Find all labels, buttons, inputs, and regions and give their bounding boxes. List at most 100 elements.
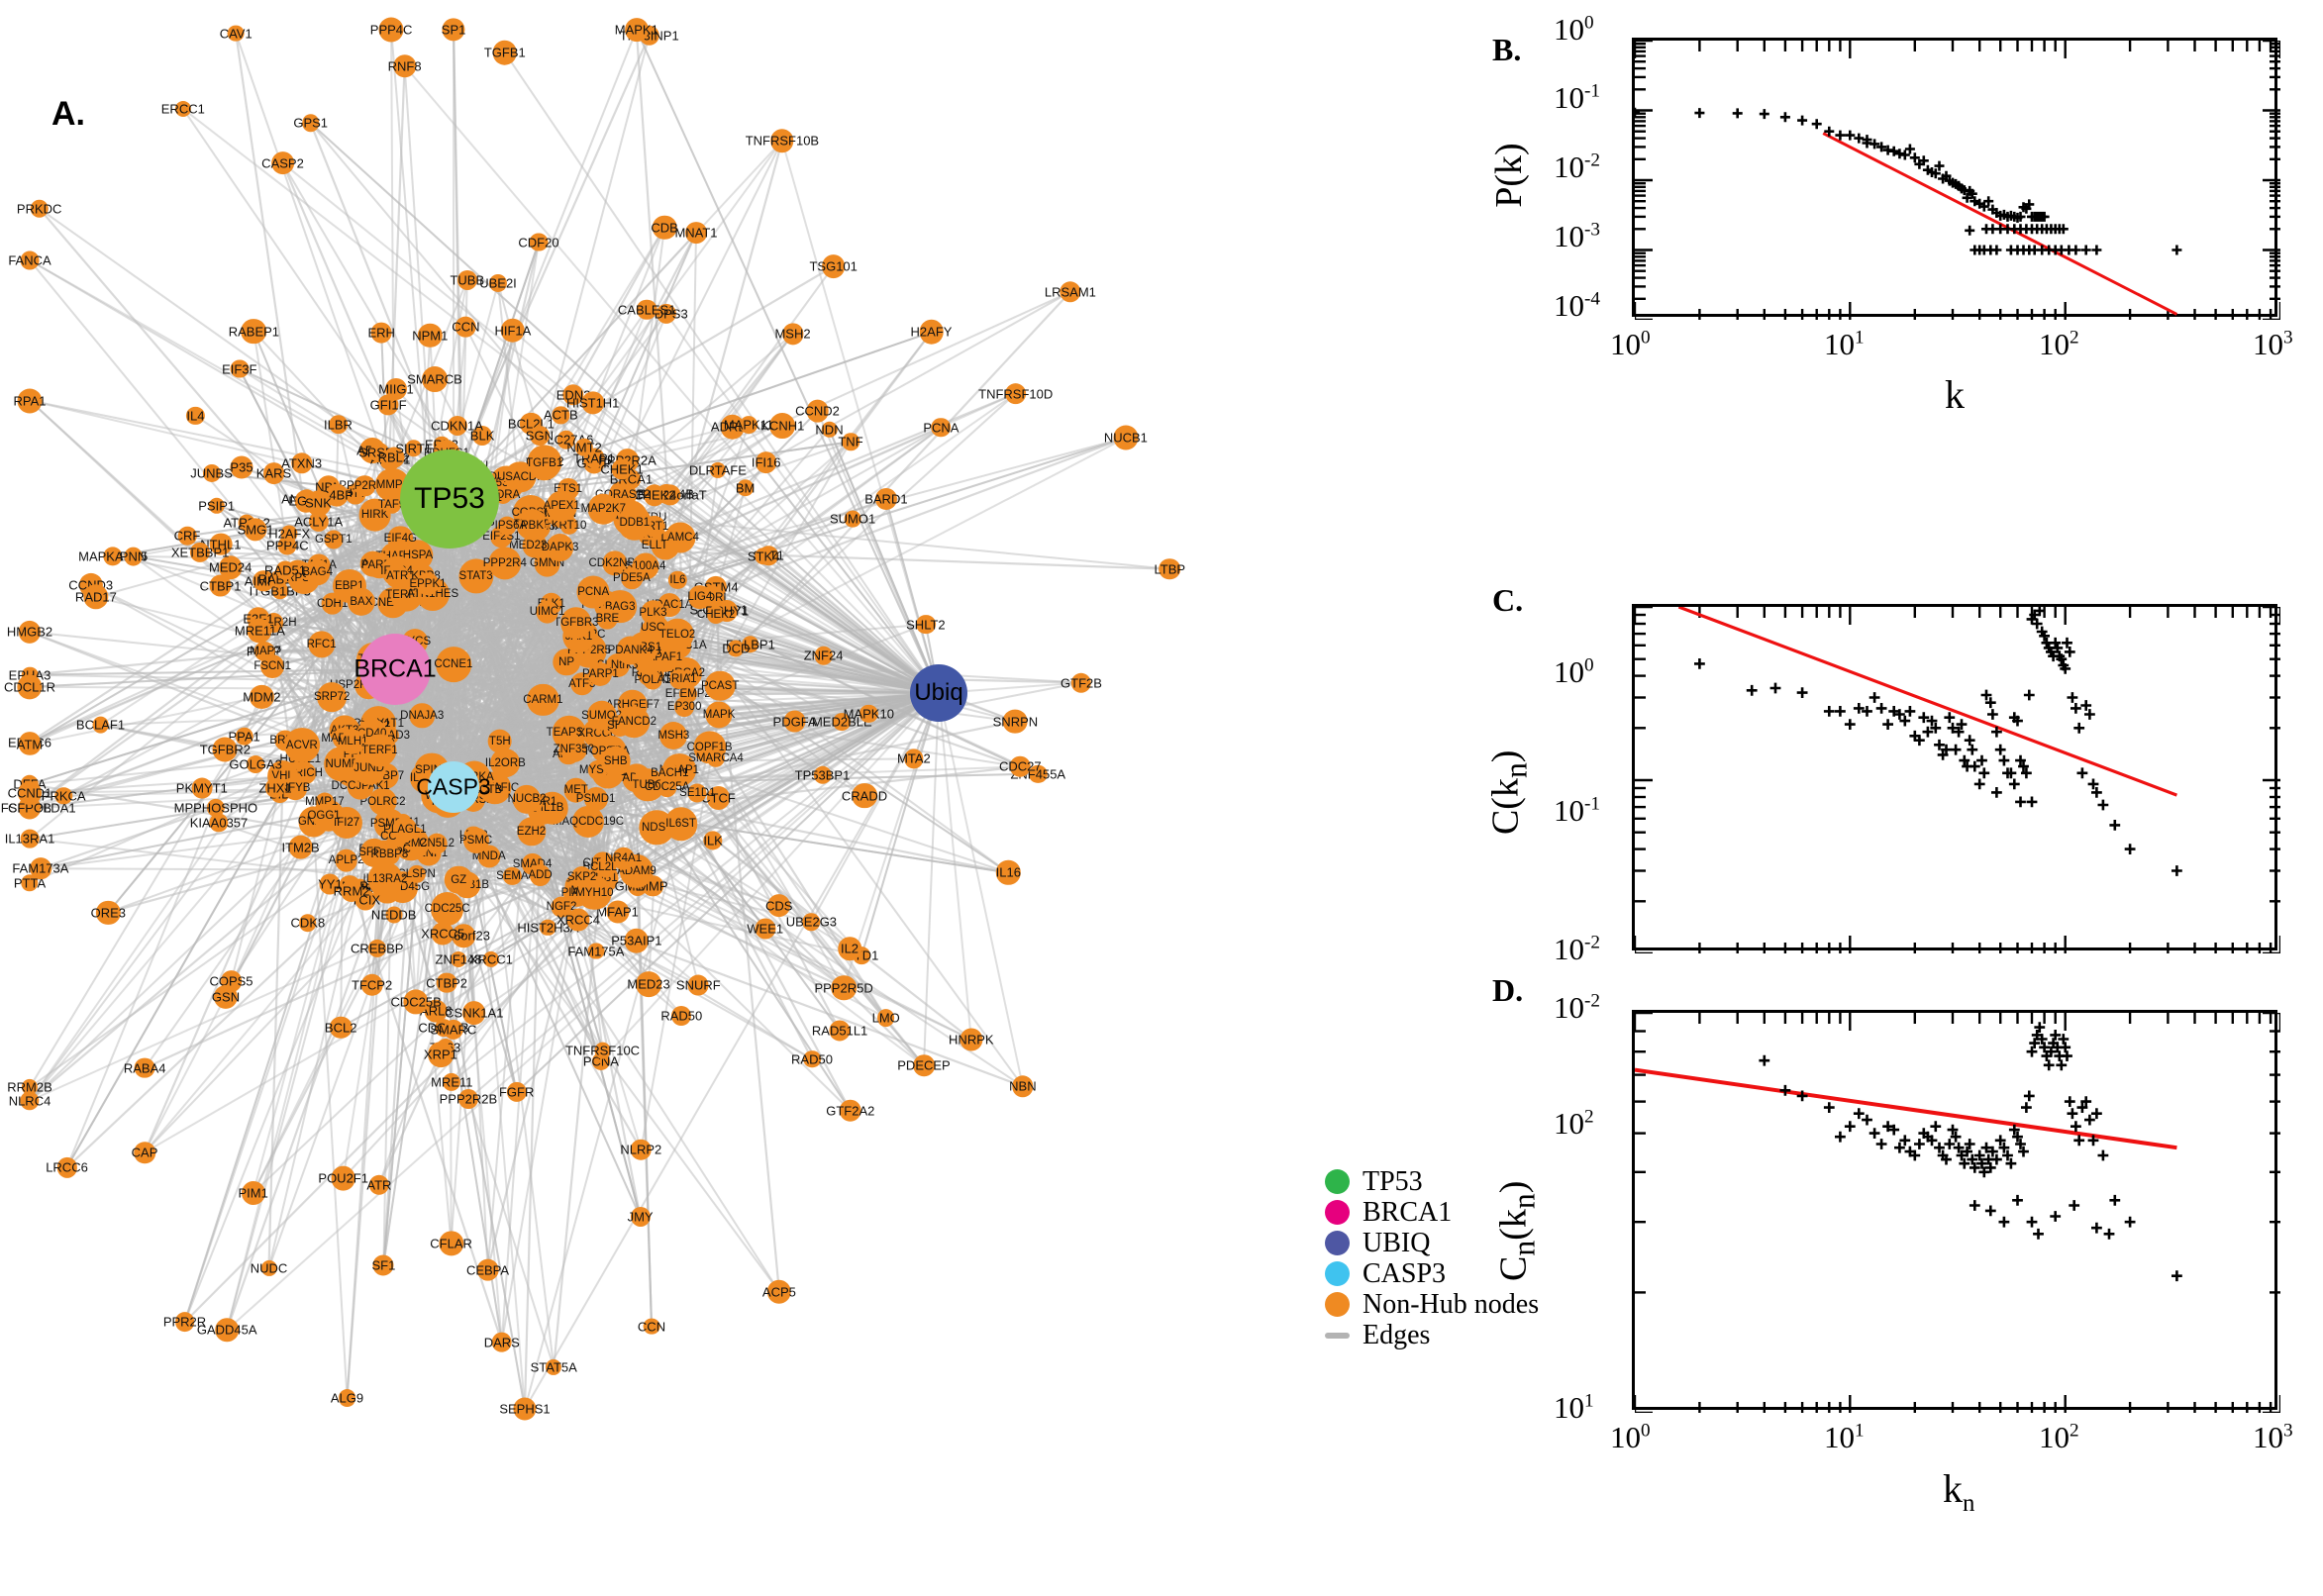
network-node[interactable] <box>529 425 550 446</box>
network-node[interactable] <box>264 777 286 798</box>
network-node[interactable] <box>304 559 331 585</box>
network-node[interactable] <box>1029 764 1048 783</box>
network-node[interactable] <box>706 786 731 811</box>
network-node[interactable] <box>669 669 690 690</box>
network-node[interactable] <box>595 856 617 878</box>
network-node[interactable] <box>134 1142 155 1163</box>
network-node[interactable] <box>392 53 417 78</box>
network-node[interactable] <box>838 937 861 961</box>
network-node[interactable] <box>852 782 877 809</box>
network-node[interactable] <box>362 733 397 767</box>
network-node[interactable] <box>594 1042 611 1059</box>
network-node[interactable] <box>562 384 584 406</box>
network-node[interactable] <box>209 813 229 833</box>
network-node[interactable] <box>416 572 440 596</box>
network-node[interactable] <box>227 25 245 42</box>
network-node[interactable] <box>770 129 794 152</box>
network-node[interactable] <box>270 150 295 175</box>
network-node[interactable] <box>103 547 123 566</box>
network-node[interactable] <box>656 777 677 798</box>
network-node[interactable] <box>235 727 253 746</box>
network-node[interactable] <box>755 547 772 565</box>
network-node[interactable] <box>177 526 197 546</box>
network-node[interactable] <box>21 874 39 892</box>
network-node[interactable] <box>241 318 267 345</box>
network-node[interactable] <box>308 511 329 532</box>
network-node[interactable] <box>552 406 569 424</box>
network-node[interactable] <box>462 828 489 854</box>
network-node[interactable] <box>687 974 709 996</box>
network-node[interactable] <box>383 447 405 468</box>
network-node[interactable] <box>876 1009 895 1027</box>
network-node[interactable] <box>260 654 285 679</box>
network-node[interactable] <box>551 896 572 918</box>
network-node[interactable] <box>833 712 852 731</box>
network-node[interactable] <box>255 642 275 660</box>
network-node[interactable] <box>18 780 42 805</box>
network-node[interactable] <box>663 807 698 841</box>
network-node[interactable] <box>209 574 233 597</box>
network-node[interactable] <box>360 973 383 997</box>
network-node[interactable] <box>230 359 250 378</box>
network-node[interactable] <box>571 805 605 838</box>
network-node[interactable] <box>1004 382 1027 405</box>
network-node[interactable] <box>611 458 633 480</box>
network-node[interactable] <box>829 1020 851 1042</box>
network-node[interactable] <box>230 455 253 479</box>
network-node[interactable] <box>624 18 649 42</box>
network-node[interactable] <box>664 522 696 552</box>
network-node[interactable] <box>630 1207 651 1228</box>
network-node[interactable] <box>404 440 423 457</box>
network-node[interactable] <box>704 670 736 701</box>
network-node[interactable] <box>540 919 556 937</box>
network-node[interactable] <box>643 1318 660 1336</box>
network-node[interactable] <box>329 1016 353 1039</box>
network-node[interactable] <box>570 865 593 888</box>
network-node[interactable] <box>755 450 777 473</box>
network-node[interactable] <box>583 786 608 811</box>
network-node[interactable] <box>340 729 365 754</box>
network-node[interactable] <box>631 1139 652 1160</box>
network-node[interactable] <box>492 40 518 65</box>
network-node[interactable] <box>488 546 522 580</box>
network-node[interactable] <box>687 783 707 803</box>
network-node[interactable] <box>96 900 121 925</box>
network-node[interactable] <box>190 542 211 562</box>
network-node[interactable] <box>512 785 542 814</box>
network-node[interactable] <box>652 215 677 240</box>
network-node[interactable] <box>766 893 791 918</box>
network-node[interactable] <box>519 512 546 540</box>
network-node[interactable] <box>422 366 448 392</box>
network-node[interactable] <box>618 706 651 739</box>
network-node[interactable] <box>447 416 467 437</box>
network-node[interactable] <box>491 1332 513 1353</box>
network-node[interactable] <box>529 863 552 886</box>
network-node[interactable] <box>209 533 233 556</box>
network-node[interactable] <box>668 570 687 589</box>
network-node[interactable] <box>588 493 619 525</box>
network-node[interactable] <box>456 269 477 290</box>
network-node[interactable] <box>134 1057 155 1079</box>
network-node[interactable] <box>450 951 467 968</box>
network-node[interactable] <box>403 989 429 1015</box>
network-node[interactable] <box>191 777 213 799</box>
network-node[interactable] <box>335 848 358 872</box>
network-node[interactable] <box>736 479 755 497</box>
network-node[interactable] <box>931 418 952 438</box>
network-node[interactable] <box>831 974 857 1001</box>
network-node[interactable] <box>476 1258 499 1282</box>
network-node[interactable] <box>674 696 695 717</box>
network-node[interactable] <box>328 414 349 435</box>
network-node[interactable] <box>20 250 40 270</box>
network-node[interactable] <box>92 716 109 734</box>
network-node[interactable] <box>506 1082 527 1103</box>
network-node[interactable] <box>527 684 559 717</box>
hub-node-casp3[interactable] <box>428 761 479 813</box>
network-node[interactable] <box>378 843 401 865</box>
network-node[interactable] <box>455 316 476 338</box>
network-node[interactable] <box>643 670 662 690</box>
network-node[interactable] <box>430 891 464 926</box>
hub-node-tp53[interactable] <box>400 449 499 549</box>
network-node[interactable] <box>527 447 561 481</box>
network-node[interactable] <box>18 733 42 756</box>
